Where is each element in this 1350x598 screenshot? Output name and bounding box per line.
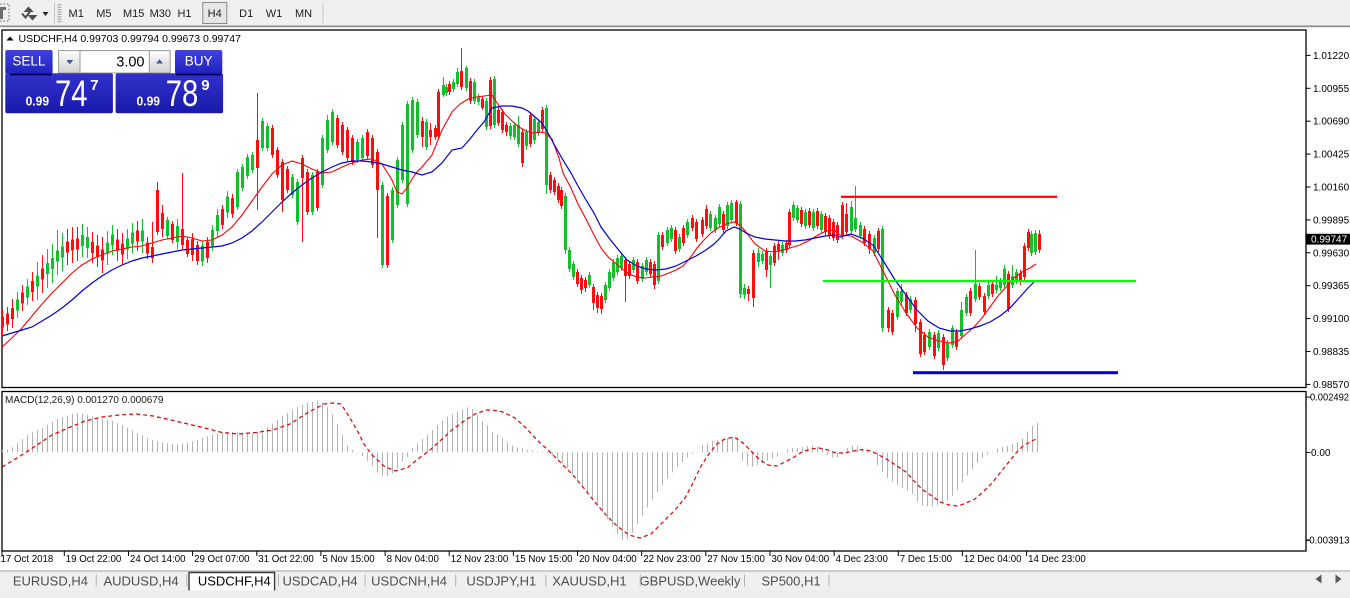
svg-text:78: 78 [166,73,199,114]
svg-text:0.99630: 0.99630 [1313,248,1350,259]
svg-text:SP500,H1: SP500,H1 [761,574,820,589]
svg-text:MACD(12,26,9) 0.001270 0.00067: MACD(12,26,9) 0.001270 0.000679 [5,395,164,406]
svg-text:W1: W1 [266,8,283,20]
svg-text:3.00: 3.00 [116,55,144,71]
svg-text:19 Oct 22:00: 19 Oct 22:00 [66,554,122,565]
svg-text:8 Nov 04:00: 8 Nov 04:00 [387,554,440,565]
svg-text:USDCHF,H4: USDCHF,H4 [198,574,271,589]
svg-text:0.98835: 0.98835 [1313,347,1350,358]
svg-text:SELL: SELL [12,54,46,69]
svg-text:0.002492: 0.002492 [1310,393,1349,404]
svg-text:M30: M30 [150,8,171,20]
svg-text:0.99365: 0.99365 [1313,281,1350,292]
svg-text:EURUSD,H4: EURUSD,H4 [13,574,88,589]
svg-text:M15: M15 [123,8,144,20]
svg-text:12 Dec 04:00: 12 Dec 04:00 [964,554,1022,565]
svg-text:4 Dec 23:00: 4 Dec 23:00 [836,554,889,565]
svg-text:M5: M5 [96,8,111,20]
svg-text:30 Nov 04:00: 30 Nov 04:00 [772,554,830,565]
svg-text:9: 9 [201,77,209,94]
svg-text:0.99747: 0.99747 [1311,235,1348,246]
svg-text:0.98570: 0.98570 [1313,380,1350,391]
svg-text:74: 74 [55,73,88,114]
svg-text:USDCHF,H4 0.99703 0.99794 0.9: USDCHF,H4 0.99703 0.99794 0.99673 0.9974… [19,33,242,45]
svg-text:12 Nov 23:00: 12 Nov 23:00 [451,554,509,565]
svg-text:M1: M1 [69,8,84,20]
svg-text:22 Nov 23:00: 22 Nov 23:00 [643,554,701,565]
svg-text:27 Nov 15:00: 27 Nov 15:00 [707,554,765,565]
svg-text:31 Oct 22:00: 31 Oct 22:00 [258,554,314,565]
svg-text:0.00: 0.00 [1311,448,1331,459]
svg-text:29 Oct 07:00: 29 Oct 07:00 [194,554,250,565]
svg-text:XAUUSD,H1: XAUUSD,H1 [552,574,626,589]
svg-text:D1: D1 [239,8,253,20]
svg-text:1.00955: 1.00955 [1313,84,1350,95]
svg-text:MN: MN [295,8,312,20]
svg-text:5 Nov 15:00: 5 Nov 15:00 [322,554,375,565]
svg-text:20 Nov 04:00: 20 Nov 04:00 [579,554,637,565]
svg-text:7: 7 [90,77,98,94]
svg-text:0.99: 0.99 [137,94,161,109]
svg-text:-0.003913: -0.003913 [1306,536,1350,547]
svg-text:USDCNH,H4: USDCNH,H4 [371,574,447,589]
svg-text:1.00425: 1.00425 [1313,150,1350,161]
svg-text:7 Dec 15:00: 7 Dec 15:00 [900,554,953,565]
svg-text:AUDUSD,H4: AUDUSD,H4 [103,574,178,589]
svg-text:15 Nov 15:00: 15 Nov 15:00 [515,554,573,565]
svg-text:24 Oct 14:00: 24 Oct 14:00 [130,554,186,565]
svg-text:1.00690: 1.00690 [1313,117,1350,128]
svg-text:0.99: 0.99 [26,94,49,109]
svg-text:H1: H1 [177,8,191,20]
svg-text:GBPUSD,Weekly: GBPUSD,Weekly [640,574,741,589]
svg-text:0.99100: 0.99100 [1313,314,1350,325]
svg-text:1.00160: 1.00160 [1313,183,1350,194]
svg-text:USDJPY,H1: USDJPY,H1 [466,574,536,589]
svg-text:14 Dec 23:00: 14 Dec 23:00 [1028,554,1086,565]
svg-text:H4: H4 [208,8,222,20]
svg-text:1.01220: 1.01220 [1313,51,1350,62]
svg-text:BUY: BUY [185,54,213,69]
svg-text:0.99895: 0.99895 [1313,215,1350,226]
svg-text:USDCAD,H4: USDCAD,H4 [282,574,357,589]
svg-text:17 Oct 2018: 17 Oct 2018 [1,554,54,565]
